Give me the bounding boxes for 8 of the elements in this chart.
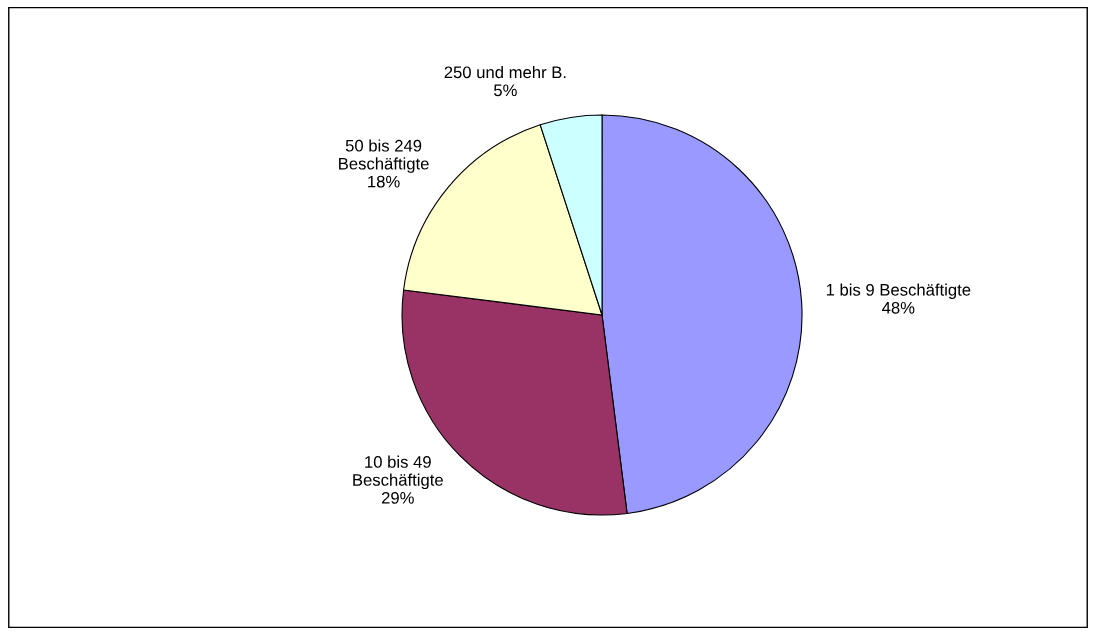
data-label: 48% — [882, 301, 915, 314]
data-label: 29% — [381, 491, 414, 504]
slice-label: 250 und mehr B. — [444, 65, 566, 79]
slice-label: 50 bis 249 Beschäftigte — [339, 139, 429, 173]
slice-label: 1 bis 9 Beschäftigte — [826, 283, 971, 300]
data-label: 18% — [368, 175, 400, 188]
data-label: 5% — [494, 84, 517, 97]
slice-label: 10 bis 49 Beschäftigte — [353, 455, 443, 490]
